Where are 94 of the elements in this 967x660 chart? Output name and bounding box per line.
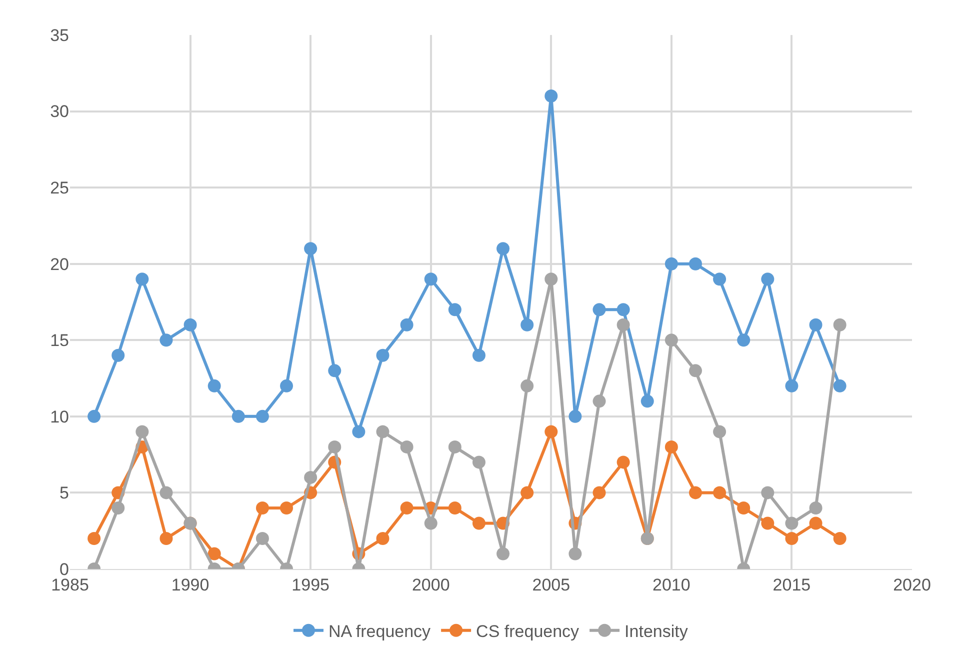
y-tick-label: 10 [50, 407, 69, 426]
point [713, 486, 726, 500]
point [616, 456, 630, 469]
point [280, 501, 294, 514]
point [496, 242, 510, 256]
point [304, 470, 318, 484]
point [472, 348, 486, 362]
point [352, 425, 366, 438]
point [809, 501, 822, 514]
x-tick-label: 2010 [652, 575, 690, 594]
point [472, 516, 486, 530]
x-tick-label: 1990 [171, 575, 210, 594]
point [472, 456, 486, 469]
y-tick-label: 20 [50, 254, 69, 274]
point [424, 516, 438, 530]
point [448, 303, 462, 316]
point [448, 501, 462, 514]
point [544, 272, 558, 286]
point [592, 486, 606, 500]
point [568, 547, 582, 560]
point [785, 532, 798, 545]
point [592, 303, 606, 316]
point [160, 532, 173, 545]
point [737, 334, 750, 347]
point [761, 486, 774, 500]
point [809, 516, 822, 530]
point [112, 501, 125, 514]
point [568, 410, 582, 423]
x-tick-label: 2015 [772, 575, 811, 594]
legend-label: CS frequency [476, 622, 580, 641]
legend-label: Intensity [624, 622, 688, 641]
point [737, 501, 750, 514]
point [328, 440, 342, 454]
point [761, 272, 774, 286]
point [496, 547, 510, 560]
point [424, 272, 438, 286]
y-tick-label: 30 [50, 102, 69, 122]
point [785, 516, 798, 530]
point [136, 272, 149, 286]
point [160, 334, 173, 347]
point [184, 318, 197, 332]
point [833, 379, 846, 392]
point [713, 425, 726, 438]
y-tick-label: 35 [50, 26, 69, 45]
x-tick-label: 2020 [893, 575, 931, 594]
point [664, 334, 678, 347]
point [400, 501, 414, 514]
point [304, 242, 318, 256]
point [112, 348, 125, 362]
x-tick-label: 2000 [412, 575, 450, 594]
y-tick-label: 25 [50, 178, 69, 198]
y-tick-label: 5 [60, 484, 69, 503]
point [280, 379, 294, 392]
point [448, 440, 462, 454]
point [688, 486, 702, 500]
point [785, 379, 798, 392]
point [833, 318, 846, 332]
point [616, 303, 630, 316]
legend-label: NA frequency [328, 622, 432, 641]
point [256, 501, 269, 514]
point [640, 394, 654, 408]
point [256, 532, 269, 545]
point [400, 318, 414, 332]
point [544, 425, 558, 438]
point [256, 410, 269, 423]
point [520, 318, 534, 332]
point [592, 394, 606, 408]
point [544, 90, 558, 103]
point [616, 318, 630, 332]
point [376, 532, 390, 545]
point [136, 425, 149, 438]
point [761, 516, 774, 530]
point [664, 440, 678, 454]
point [328, 364, 342, 378]
point [400, 440, 414, 454]
point [688, 364, 702, 378]
point [520, 379, 534, 392]
x-tick-label: 2005 [532, 575, 570, 594]
point [376, 348, 390, 362]
y-tick-label: 15 [50, 331, 69, 350]
point [88, 532, 101, 545]
point [208, 379, 221, 392]
point [809, 318, 822, 332]
point [88, 410, 101, 423]
point [688, 257, 702, 270]
point [713, 272, 726, 286]
point [520, 486, 534, 500]
point [160, 486, 173, 500]
point [376, 425, 390, 438]
point [208, 547, 221, 560]
point [232, 410, 245, 423]
x-tick-label: 1995 [292, 575, 330, 594]
point [664, 257, 678, 270]
point [833, 532, 846, 545]
